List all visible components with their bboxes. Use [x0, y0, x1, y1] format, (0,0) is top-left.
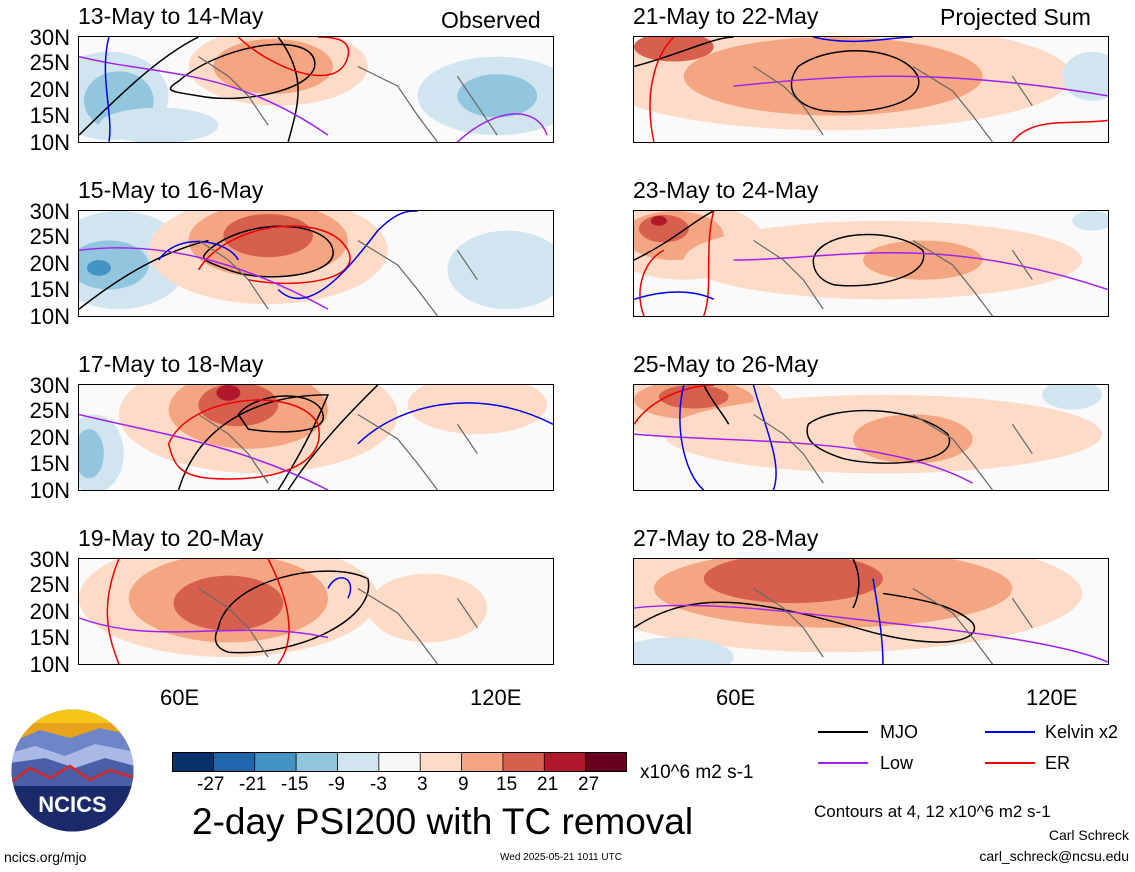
- legend-kelvin-label: Kelvin x2: [1045, 722, 1119, 742]
- colorbar-swatch: [378, 752, 422, 772]
- colorbar-swatch: [295, 752, 339, 772]
- email: carl_schreck@ncsu.edu: [979, 848, 1129, 864]
- legend-low-line: [818, 762, 868, 764]
- colorbar-swatch: [254, 752, 297, 772]
- website: ncics.org/mjo: [4, 849, 87, 865]
- legend-er-line: [985, 762, 1035, 764]
- colorbar-swatch: [212, 752, 256, 772]
- lat-label-10n: 10N: [29, 130, 70, 155]
- lat-label-15n: 15N: [29, 103, 70, 128]
- lat-label-20n: 20N: [29, 599, 70, 624]
- colorbar-swatch: [461, 752, 504, 772]
- author: Carl Schreck: [1048, 827, 1129, 843]
- lat-label-30n: 30N: [29, 25, 70, 50]
- legend-low-label: Low: [880, 753, 914, 773]
- legend-kelvin-line: [985, 731, 1035, 733]
- map-panel-2: [78, 210, 554, 317]
- colorbar-units: x10^6 m2 s-1: [640, 762, 754, 783]
- colorbar-tick: 21: [537, 774, 559, 795]
- colorbar: [172, 752, 627, 772]
- colorbar-tick: 9: [458, 774, 469, 795]
- colorbar-tick: -15: [281, 774, 309, 795]
- map-panel-3: [78, 384, 554, 491]
- colorbar-swatch: [172, 752, 215, 772]
- panel-title-2: 15-May to 16-May: [78, 177, 264, 203]
- lat-label-15n: 15N: [29, 451, 70, 476]
- lat-label-10n: 10N: [29, 478, 70, 503]
- colorbar-tick: 27: [578, 774, 600, 795]
- colorbar-tick: -21: [239, 774, 267, 795]
- lat-label-25n: 25N: [29, 398, 70, 423]
- lat-label-30n: 30N: [29, 373, 70, 398]
- contours-note: Contours at 4, 12 x10^6 m2 s-1: [814, 802, 1051, 821]
- legend-mjo-label: MJO: [880, 722, 918, 742]
- lon-label-120e: 120E: [470, 685, 522, 710]
- lat-label-20n: 20N: [29, 77, 70, 102]
- lat-label-10n: 10N: [29, 652, 70, 677]
- panel-title-6: 23-May to 24-May: [633, 177, 819, 203]
- lat-label-25n: 25N: [29, 572, 70, 597]
- colorbar-swatch: [419, 752, 463, 772]
- map-panel-7: [633, 384, 1109, 491]
- legend-mjo-line: [818, 731, 868, 733]
- column-label-projected: Projected Sum: [940, 4, 1091, 30]
- lat-label-30n: 30N: [29, 199, 70, 224]
- lat-label-15n: 15N: [29, 625, 70, 650]
- colorbar-swatch: [585, 752, 627, 772]
- colorbar-swatch: [543, 752, 587, 772]
- panel-title-1: 13-May to 14-May: [78, 3, 264, 29]
- panel-title-5: 21-May to 22-May: [633, 3, 819, 29]
- lon-label-60e: 60E: [716, 685, 756, 710]
- colorbar-tick: 3: [417, 774, 428, 795]
- map-panel-5: [633, 36, 1109, 143]
- panel-title-8: 27-May to 28-May: [633, 525, 819, 551]
- main-title: 2-day PSI200 with TC removal: [192, 801, 694, 842]
- ncics-logo: NCICS: [11, 709, 134, 832]
- colorbar-tick: -3: [370, 774, 387, 795]
- colorbar-swatch: [502, 752, 546, 772]
- map-panel-8: [633, 558, 1109, 665]
- lat-label-20n: 20N: [29, 251, 70, 276]
- legend-er-label: ER: [1045, 753, 1071, 773]
- colorbar-tick: -27: [197, 774, 225, 795]
- lon-label-120e: 120E: [1026, 685, 1078, 710]
- logo-text: NCICS: [38, 792, 106, 817]
- lat-label-30n: 30N: [29, 547, 70, 572]
- map-panel-1: [78, 36, 554, 143]
- lat-label-25n: 25N: [29, 224, 70, 249]
- lat-label-20n: 20N: [29, 425, 70, 450]
- map-panel-6: [633, 210, 1109, 317]
- lat-label-15n: 15N: [29, 277, 70, 302]
- map-panel-4: [78, 558, 554, 665]
- timestamp: Wed 2025-05-21 1011 UTC: [500, 852, 622, 863]
- lon-label-60e: 60E: [160, 685, 200, 710]
- colorbar-swatch: [337, 752, 380, 772]
- lat-label-10n: 10N: [29, 304, 70, 329]
- colorbar-tick: 15: [496, 774, 518, 795]
- lat-label-25n: 25N: [29, 50, 70, 75]
- panel-title-3: 17-May to 18-May: [78, 351, 264, 377]
- colorbar-tick: -9: [328, 774, 345, 795]
- panel-title-4: 19-May to 20-May: [78, 525, 264, 551]
- panel-title-7: 25-May to 26-May: [633, 351, 819, 377]
- column-label-observed: Observed: [441, 7, 541, 33]
